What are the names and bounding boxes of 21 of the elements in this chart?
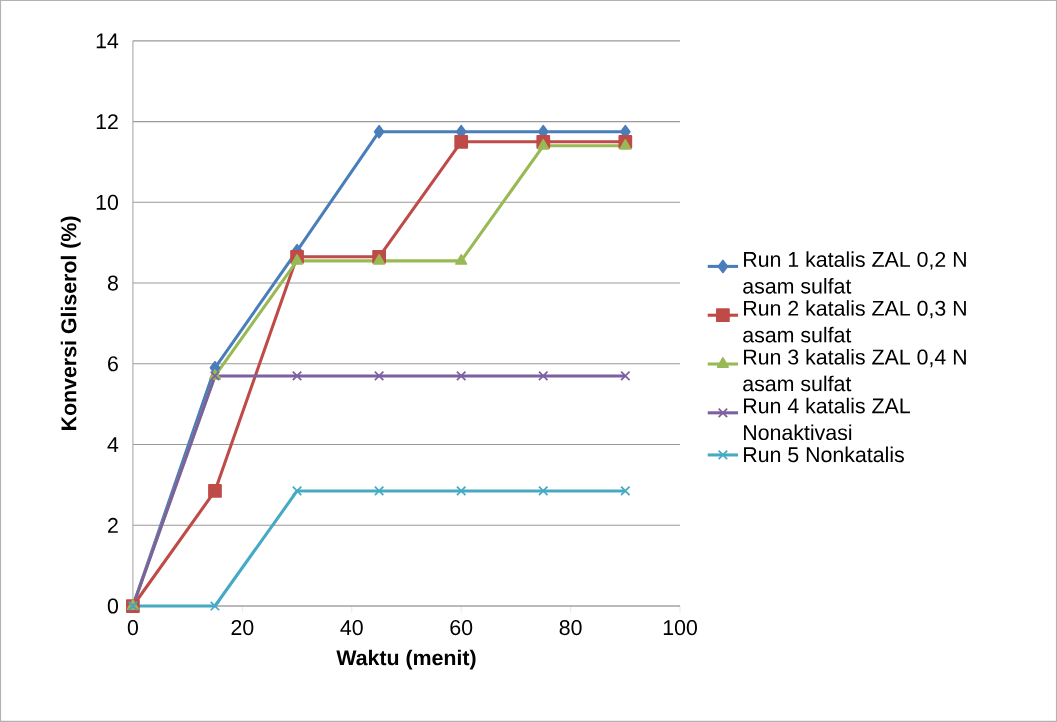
legend-label: Run 4 katalis ZAL Nonaktivasi: [744, 397, 910, 441]
y-axis-title: Konversi Gliserol (%): [60, 216, 81, 430]
y-tick-label: 4: [107, 437, 119, 452]
y-tick-label: 0: [107, 598, 119, 614]
x-tick-label: 20: [231, 620, 254, 636]
x-tick-label: 60: [450, 620, 473, 636]
y-tick-label: 8: [107, 275, 118, 291]
y-tick-label: 14: [96, 33, 119, 49]
x-tick-label: 0: [127, 620, 138, 636]
legend-label: Run 2 katalis ZAL 0,3 N asam sulfat: [743, 300, 966, 343]
x-axis-title: Waktu (menit): [336, 649, 476, 670]
y-tick-label: 2: [108, 517, 118, 533]
y-tick-label: 6: [108, 356, 118, 372]
y-tick-label: 10: [96, 194, 119, 210]
legend-label: Run 3 katalis ZAL 0,4 N asam sulfat: [743, 349, 966, 392]
x-tick-label: 40: [340, 620, 363, 636]
y-tick-label: 12: [96, 114, 118, 130]
x-tick-label: 80: [559, 620, 582, 636]
legend-label: Run 1 katalis ZAL 0,2 N asam sulfat: [743, 251, 966, 294]
legend-label: Run 5 Nonkatalis: [744, 446, 904, 463]
x-tick-label: 100: [663, 620, 697, 636]
